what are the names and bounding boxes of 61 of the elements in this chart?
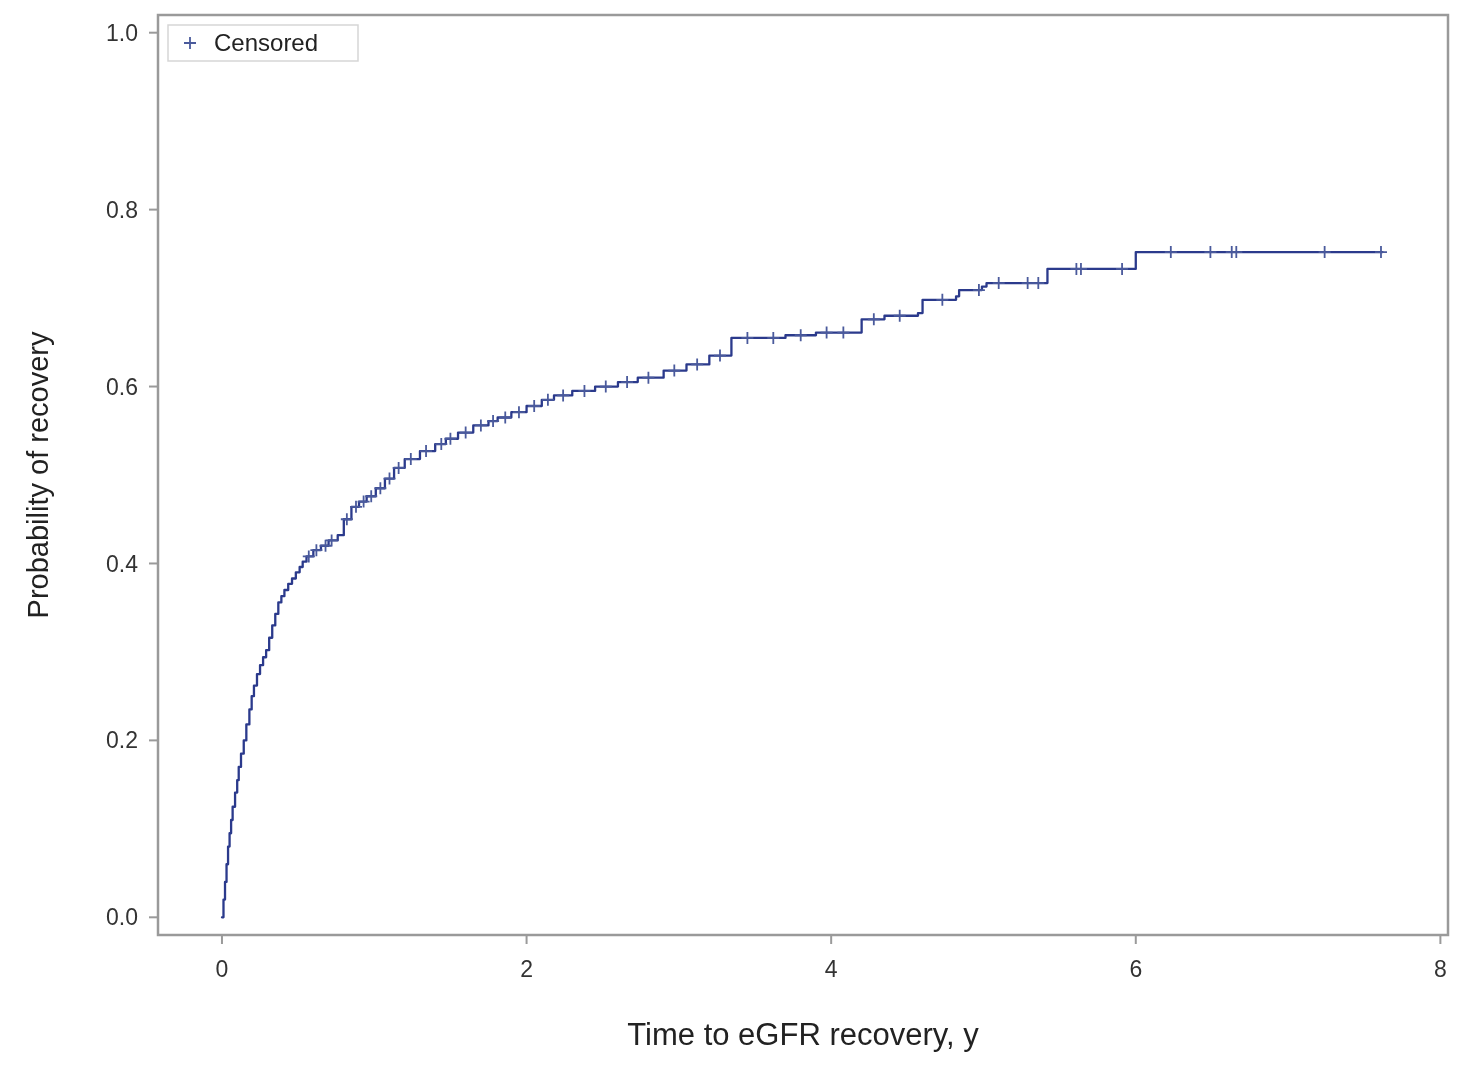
point — [486, 414, 500, 428]
x-tick-label: 2 — [520, 956, 533, 983]
point — [1374, 245, 1388, 259]
point — [403, 452, 418, 466]
point — [713, 348, 727, 363]
point — [793, 328, 808, 343]
point — [1031, 276, 1046, 290]
point — [1020, 276, 1035, 290]
x-tick-label: 0 — [215, 956, 229, 983]
point — [309, 543, 324, 558]
point — [577, 384, 592, 398]
point — [349, 499, 363, 514]
x-axis-title: Time to eGFR recovery, y — [627, 1017, 980, 1052]
point — [443, 431, 458, 446]
point — [434, 437, 449, 451]
point — [641, 370, 656, 385]
y-tick-label: 0.2 — [106, 727, 138, 754]
y-tick-label: 0.4 — [106, 550, 139, 577]
legend-label: Censored — [214, 29, 319, 57]
point — [1163, 245, 1178, 259]
point — [690, 357, 705, 372]
point — [836, 325, 851, 340]
point — [1203, 245, 1218, 259]
point — [498, 410, 513, 425]
point — [373, 481, 388, 496]
point — [339, 512, 354, 527]
point — [1317, 245, 1332, 259]
point — [473, 418, 488, 433]
point — [391, 461, 406, 475]
point — [991, 276, 1006, 290]
point — [540, 392, 555, 407]
point — [512, 405, 526, 420]
point — [766, 330, 781, 345]
x-tick-label: 6 — [1129, 956, 1143, 983]
point — [935, 292, 950, 307]
point — [527, 399, 542, 413]
point — [419, 444, 433, 459]
point — [620, 375, 634, 390]
point — [458, 425, 473, 440]
point — [667, 363, 682, 378]
y-tick-label: 0.6 — [106, 373, 138, 400]
point — [382, 471, 397, 486]
x-tick-label: 4 — [824, 956, 838, 983]
point — [324, 533, 339, 548]
y-axis-title: Probability of recovery — [22, 331, 54, 619]
point — [301, 549, 316, 564]
x-tick-label: 8 — [1433, 956, 1447, 983]
y-tick-label: 0.8 — [106, 196, 138, 223]
point — [356, 494, 371, 509]
y-tick-label: 1.0 — [106, 19, 138, 46]
y-tick-label: 0.0 — [106, 904, 138, 931]
point — [972, 283, 986, 298]
point — [740, 330, 755, 345]
point — [1115, 261, 1129, 276]
point — [866, 312, 881, 327]
point — [318, 538, 333, 553]
point — [364, 489, 379, 504]
point — [819, 325, 834, 340]
point — [556, 388, 571, 403]
point — [598, 379, 613, 394]
point — [892, 308, 907, 323]
